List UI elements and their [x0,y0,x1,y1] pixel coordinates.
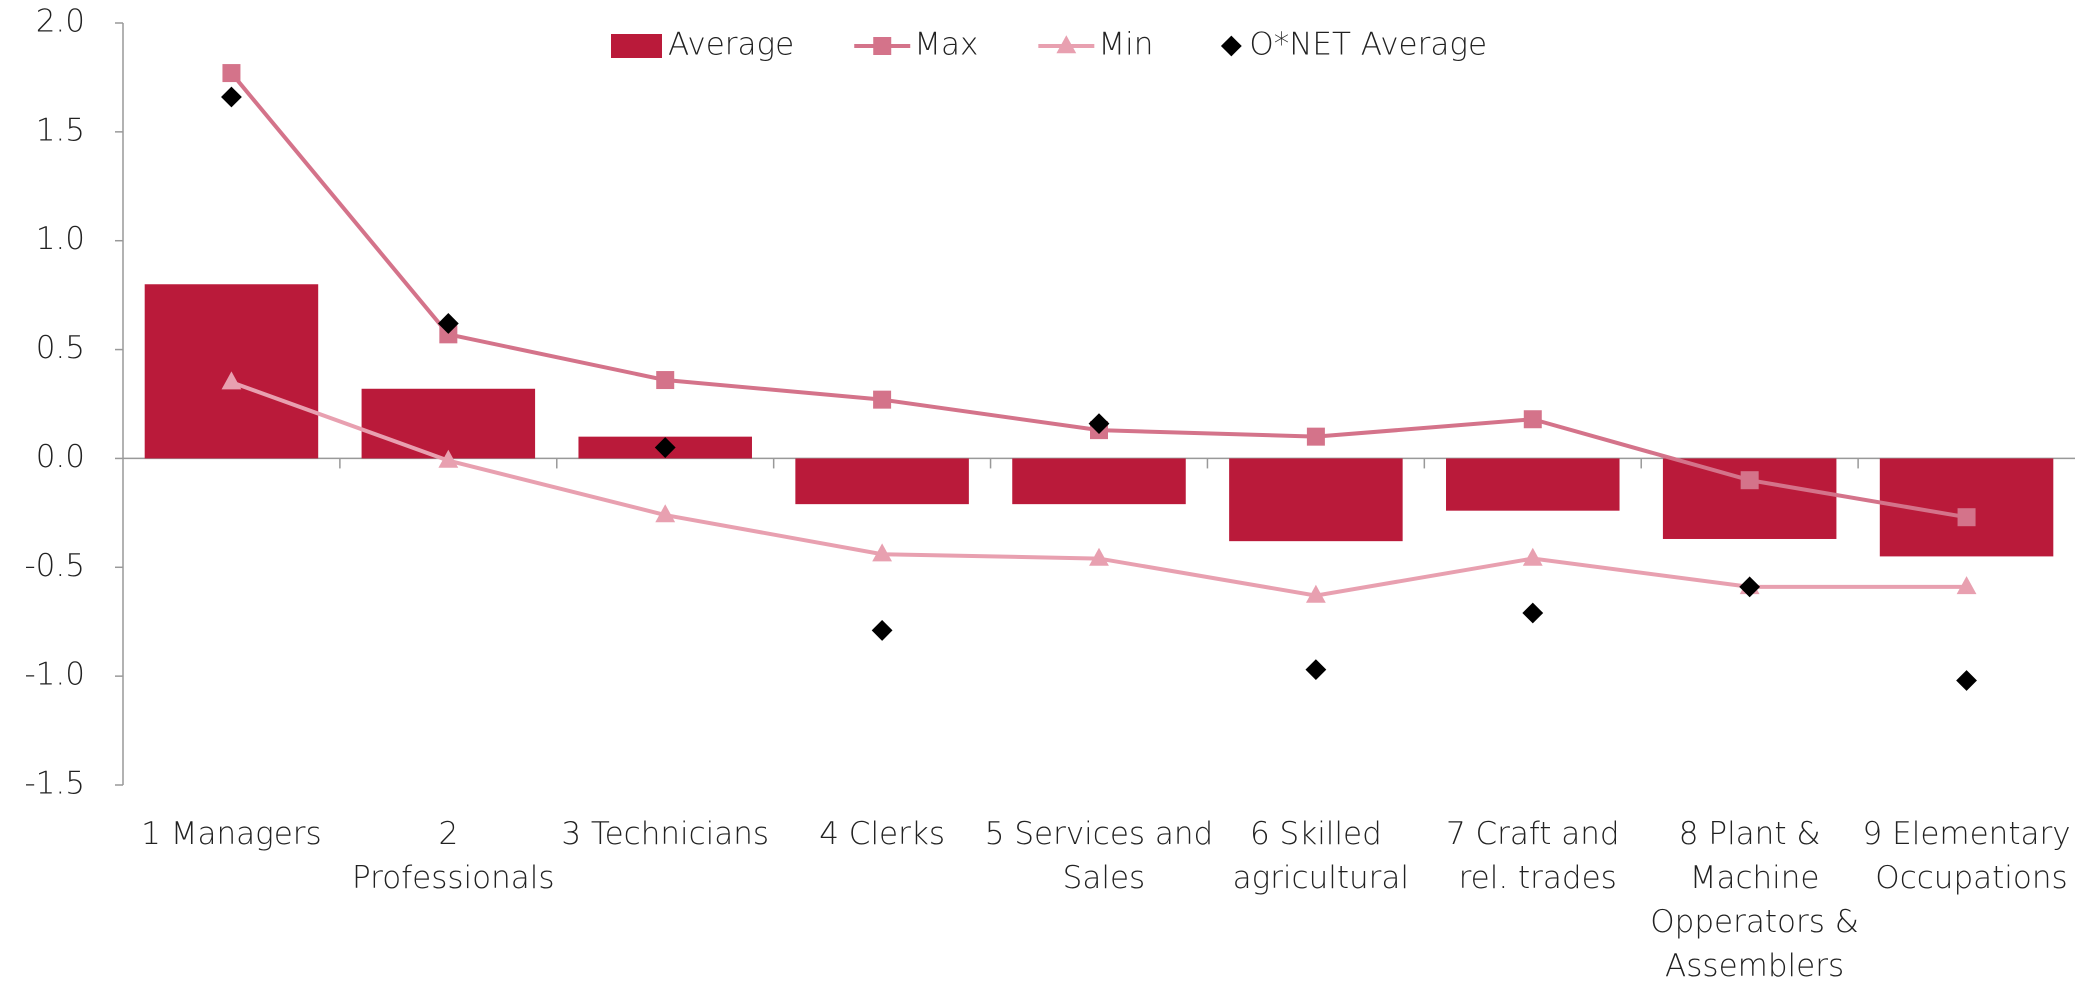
point [221,371,242,390]
point [1522,602,1544,624]
y-tick-label: 1.5 [36,112,85,148]
point [1739,576,1761,598]
point [1956,576,1977,595]
point [1306,427,1325,446]
point [1089,547,1109,566]
bar [1229,458,1403,542]
y-tick-label: 0.5 [36,330,85,366]
x-tick-label: 7 Craft and rel. trades [1446,816,1620,896]
point [221,86,242,108]
y-tick-label: 0.0 [36,439,85,475]
point [1305,659,1327,681]
bar [795,458,969,505]
legend-label: Min [1098,27,1153,63]
point [872,543,893,562]
bar [1662,458,1837,539]
point [873,390,892,409]
point [871,620,893,641]
legend-marker [1056,35,1077,54]
point [222,64,241,83]
point [1088,413,1110,434]
point [1305,584,1326,603]
x-tick-label: 8 Plant & Machine Opperators & Assembler… [1640,816,1858,984]
x-tick-label: 6 Skilled agricultural [1223,816,1409,896]
legend-label: Average [668,27,794,63]
x-tick-label: 3 Technicians [561,816,769,852]
point [439,325,458,344]
legend-label: Max [914,27,978,63]
x-tick-label: 5 Services and Sales [985,816,1213,896]
y-tick-label: -1.5 [25,766,86,802]
bar [144,284,319,459]
y-tick-label: 1.0 [36,221,85,257]
point [1522,547,1543,566]
legend-marker [1220,35,1242,57]
point [438,449,459,468]
point [1956,670,1977,691]
legend-swatch [611,34,662,58]
bar [1446,458,1620,511]
y-tick-label: -1.0 [25,657,86,693]
y-tick-label: -0.5 [25,548,86,584]
y-tick-label: 2.0 [36,4,85,40]
bar [361,388,536,459]
point [656,371,675,390]
point [437,313,459,334]
x-tick-label: 1 Managers [141,816,322,852]
legend-label: O*NET Average [1249,27,1487,63]
point [655,504,676,523]
point [654,437,676,458]
point [1740,471,1759,490]
x-tick-label: 2 Professionals [342,816,554,896]
point [1523,410,1542,429]
x-tick-label: 4 Clerks [819,816,945,852]
point [1957,508,1976,527]
x-tick-label: 9 Elementary Occupations [1863,816,2071,896]
bar [1012,458,1186,505]
legend-marker [873,37,892,55]
